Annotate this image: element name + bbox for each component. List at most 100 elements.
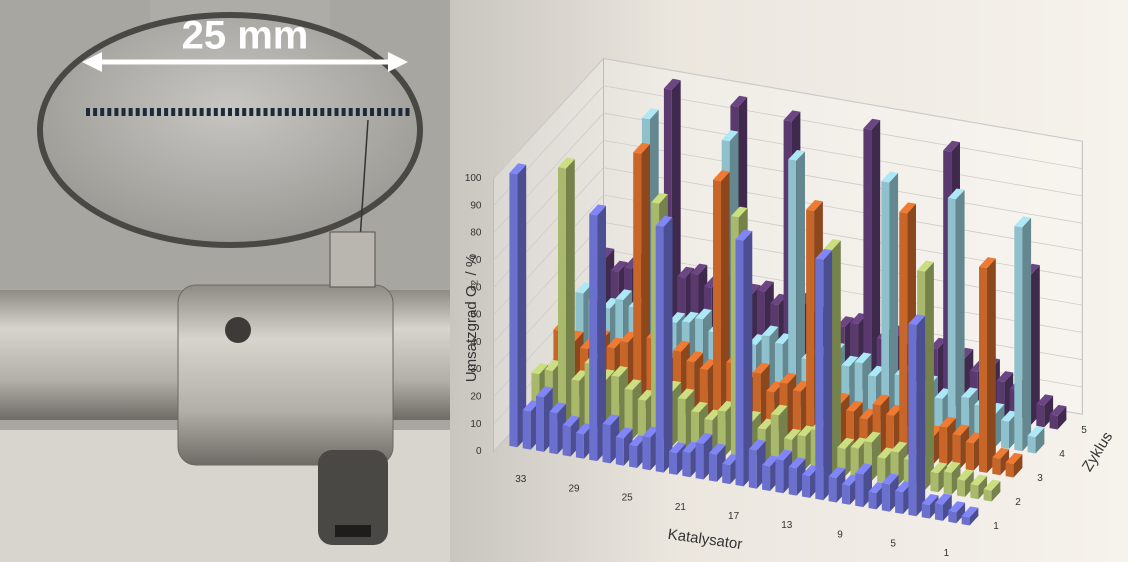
bar-front [656,226,664,473]
bar-front [877,457,885,483]
bar-front [669,452,677,475]
bar-front [1050,414,1058,429]
sample-dot [278,108,282,116]
bar [509,163,526,447]
sample-dot [171,108,175,116]
z-tick-label: 4 [1059,449,1065,460]
y-tick-label: 10 [470,419,482,430]
bar-front [1028,436,1036,454]
sample-dot [264,108,268,116]
bar [908,314,925,516]
sample-dot [406,108,410,116]
bar-front [696,443,704,480]
y-tick-label: 20 [470,392,482,403]
bar [979,257,996,473]
x-tick-label: 5 [890,539,896,550]
clamp [178,285,393,465]
sample-dot [214,108,218,116]
bar-front [549,412,557,454]
figure: 25 mm Umsatzgrad O₂ / % Katalysator Zykl… [0,0,1128,562]
sample-dot [356,108,360,116]
bar-front [908,324,916,516]
bar-front [957,479,965,497]
bar-front [815,259,823,501]
bar-front [802,475,810,498]
sample-dot [136,108,140,116]
bar [1014,216,1031,451]
bar-front [881,181,889,428]
sample-dot [129,108,133,116]
bar-front [944,471,952,494]
bar-side [916,316,925,517]
sample-dot [313,108,317,116]
bar-front [970,484,978,499]
bar-front [992,457,1000,475]
z-tick-label: 1 [993,521,999,532]
y-tick-label: 70 [470,255,482,266]
bar-side [823,250,832,500]
bar-front [563,425,571,456]
bar-front [979,267,987,473]
bar-front [576,433,584,459]
bar-front [939,426,947,466]
sample-dot [335,108,339,116]
bar-front [642,436,650,470]
bar-front [709,453,717,482]
y-tick-label: 100 [465,173,482,184]
bar-side [987,259,996,473]
bar-front [558,167,566,428]
sample-dot [306,108,310,116]
bar-front [713,180,721,427]
scale-label: 25 mm [182,14,309,58]
bar-front [682,451,690,477]
sample-dot [86,108,90,116]
y-tick-label: 40 [470,337,482,348]
bar-front [966,442,974,471]
sample-dot [185,108,189,116]
sample-dot [114,108,118,116]
bar-side [1031,265,1040,425]
photo: 25 mm [0,0,450,562]
sample-dot [164,108,168,116]
z-tick-label: 2 [1015,497,1021,508]
bar-front [749,449,757,489]
screw-slot [335,525,371,537]
bar-front [589,214,597,461]
bar [656,216,673,473]
y-tick-label: 80 [470,228,482,239]
z-tick-label: 3 [1037,473,1043,484]
page: {"photo": {"annotation": "25 mm"}, "char… [0,0,1128,562]
sample-dot [249,108,253,116]
bar-front [829,477,837,503]
hole [225,317,251,343]
x-tick-label: 1 [944,548,950,559]
bar-front [842,484,850,504]
bar-front [629,445,637,468]
sample-dot [299,108,303,116]
bar-front [1036,404,1044,427]
bar-front [1014,226,1022,451]
bar-front [509,173,517,447]
bar-front [762,465,770,491]
bar-front [869,492,877,510]
sample-dot [391,108,395,116]
sample-dot [398,108,402,116]
sample-dot [320,108,324,116]
sample-dot [384,108,388,116]
x-tick-label: 33 [515,474,527,485]
bar-front [899,212,907,459]
bar-side [517,165,526,448]
bar-front [523,410,531,450]
x-tick-label: 25 [622,493,634,504]
sample-dot [193,108,197,116]
bar-front [722,464,730,484]
bar-front [922,504,930,519]
bar-front [962,516,970,526]
sample-dot [228,108,232,116]
bar-front [736,239,744,486]
sample-dot [207,108,211,116]
bar-side [925,262,934,490]
sample-dot [342,108,346,116]
sample-dot [271,108,275,116]
sample-dot [178,108,182,116]
